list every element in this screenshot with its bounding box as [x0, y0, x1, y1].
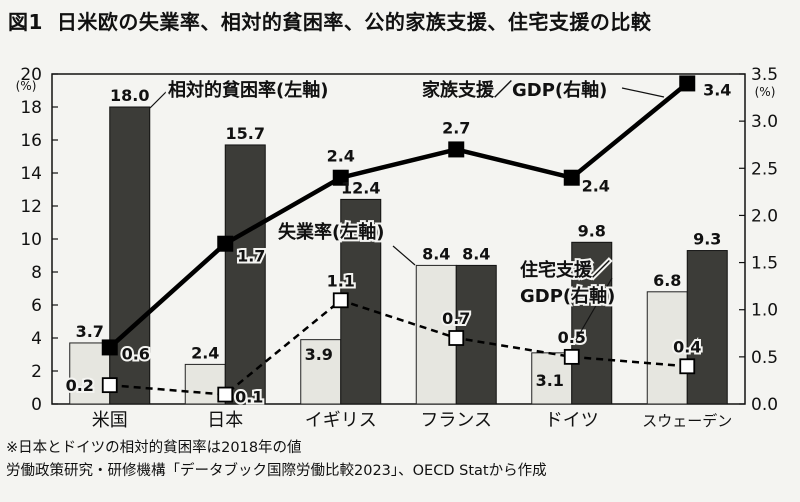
- marker-family-support: [332, 169, 349, 186]
- x-tick-label: 日本: [207, 410, 243, 431]
- marker-family-support: [217, 235, 234, 252]
- left-tick-label: 10: [20, 230, 42, 250]
- left-tick-label: 2: [31, 362, 42, 382]
- title-text: 日米欧の失業率、相対的貧困率、公的家族支援、住宅支援の比較: [56, 10, 652, 34]
- left-tick-label: 14: [20, 164, 42, 184]
- annotation-housing-support-2: GDP(右軸): [520, 285, 615, 307]
- marker-family-support: [563, 169, 580, 186]
- marker-family-support: [679, 75, 696, 92]
- bar-poverty: [571, 241, 613, 405]
- leader-unemployment: [392, 245, 416, 266]
- lines: [101, 75, 696, 403]
- figure-label: 図1: [8, 10, 43, 34]
- line-housing-support: [109, 298, 688, 396]
- label-family-support: 0.6: [122, 344, 150, 363]
- label-family-support: 2.4: [582, 177, 610, 196]
- left-tick-label: 18: [20, 98, 42, 118]
- x-tick-label: イギリス: [305, 410, 377, 431]
- right-tick-label: 2.0: [751, 206, 778, 226]
- marker-housing-support: [217, 386, 234, 403]
- x-tick-label: 米国: [92, 410, 128, 431]
- bar-unemployment: [531, 352, 573, 405]
- x-tick-label: ドイツ: [545, 410, 599, 431]
- left-tick-label: 4: [31, 329, 42, 349]
- right-tick-label: 3.5: [751, 65, 778, 85]
- label-housing-support: 0.1: [235, 388, 263, 407]
- annotations: 相対的貧困率(左軸) 家族支援／GDP(右軸) 失業率(左軸) 住宅支援／ GDP(右軸…: [149, 77, 665, 341]
- left-tick-label: 6: [31, 296, 42, 316]
- label-unemployment: 3.1: [536, 371, 564, 390]
- left-tick-label: 16: [20, 131, 42, 151]
- right-axis-unit: (%): [755, 85, 776, 99]
- bars: [69, 106, 728, 405]
- label-poverty: 8.4: [462, 244, 490, 263]
- chart: 02468101214161820(%)0.00.51.01.52.02.53.…: [16, 65, 778, 431]
- x-tick-label: フランス: [420, 410, 492, 431]
- right-tick-label: 2.5: [751, 159, 778, 179]
- left-tick-label: 0: [31, 395, 42, 415]
- label-housing-support: 0.4: [673, 337, 701, 356]
- left-axis-unit: (%): [16, 79, 37, 93]
- label-poverty: 12.4: [341, 178, 380, 197]
- x-tick-label: スウェーデン: [642, 412, 732, 430]
- source-note: 労働政策研究・研修機構「データブック国際労働比較2023」、OECD Statか…: [6, 463, 547, 479]
- footnote: ※日本とドイツの相対的貧困率は2018年の値: [6, 440, 302, 456]
- right-tick-label: 0.0: [751, 395, 778, 415]
- label-housing-support: 0.7: [442, 309, 470, 328]
- data-labels: 3.7 2.4 3.9 8.4 3.1 6.8 18.0 15.7 12.4 8.4 9.8 9.3 0…: [64, 78, 734, 408]
- label-housing-support: 1.1: [327, 271, 355, 290]
- marker-housing-support: [448, 330, 465, 346]
- marker-family-support: [448, 141, 465, 158]
- bar-poverty: [224, 144, 266, 405]
- marker-housing-support: [332, 292, 349, 309]
- label-unemployment: 3.7: [76, 322, 104, 341]
- label-unemployment: 3.9: [305, 345, 333, 364]
- label-poverty: 15.7: [226, 124, 265, 143]
- right-tick-label: 1.0: [751, 301, 778, 321]
- leader-poverty: [149, 91, 167, 109]
- label-poverty: 9.3: [693, 230, 721, 249]
- label-poverty: 9.8: [578, 221, 606, 240]
- label-family-support: 2.7: [442, 118, 470, 137]
- label-poverty: 18.0: [110, 86, 149, 105]
- line-family-support: [108, 81, 689, 350]
- label-unemployment: 8.4: [422, 244, 450, 263]
- marker-housing-support: [101, 377, 118, 394]
- annotation-housing-support-1: 住宅支援／: [520, 259, 610, 281]
- bar-unemployment: [646, 291, 688, 405]
- annotation-family-support: 家族支援／GDP(右軸): [422, 79, 607, 101]
- bar-poverty: [686, 250, 728, 405]
- leader-family-support: [621, 87, 665, 98]
- label-housing-support: 0.2: [66, 376, 94, 395]
- label-family-support: 1.7: [237, 247, 265, 266]
- left-tick-label: 12: [20, 197, 42, 217]
- label-unemployment: 6.8: [653, 271, 681, 290]
- bar-unemployment: [300, 339, 342, 405]
- label-housing-support: 0.5: [558, 328, 586, 347]
- marker-housing-support: [679, 358, 696, 375]
- axes: 02468101214161820(%)0.00.51.01.52.02.53.…: [16, 65, 778, 431]
- left-tick-label: 20: [20, 65, 42, 85]
- label-family-support: 3.4: [703, 80, 731, 99]
- left-tick-label: 8: [31, 263, 42, 283]
- annotation-poverty: 相対的貧困率(左軸): [168, 79, 328, 101]
- label-family-support: 2.4: [327, 147, 355, 166]
- right-tick-label: 3.0: [751, 112, 778, 132]
- leader-housing-support: [575, 277, 613, 341]
- annotation-unemployment: 失業率(左軸): [278, 221, 384, 243]
- right-tick-label: 0.5: [751, 348, 778, 368]
- label-unemployment: 2.4: [191, 343, 219, 362]
- marker-housing-support: [563, 348, 580, 365]
- chart-title: 図1 日米欧の失業率、相対的貧困率、公的家族支援、住宅支援の比較: [8, 6, 651, 35]
- right-tick-label: 1.5: [751, 254, 778, 274]
- marker-family-support: [101, 339, 118, 356]
